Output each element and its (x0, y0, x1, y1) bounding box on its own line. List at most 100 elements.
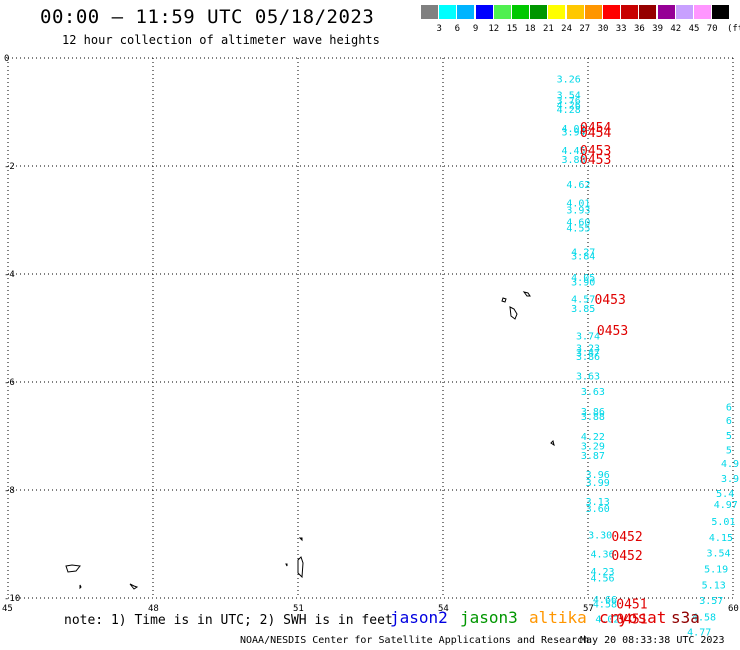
pass-time-label: 0451 (616, 613, 647, 628)
wave-height-label: 4.26 (557, 100, 581, 111)
scale-swatch (493, 5, 511, 19)
scale-label: 9 (472, 24, 479, 34)
land-outlines (65, 291, 555, 590)
wave-height-label: 3.74 (576, 332, 600, 343)
wave-height-label: 3.86 (581, 407, 605, 418)
pass-time-label: 0452 (611, 530, 642, 545)
scale-label: 15 (506, 24, 518, 34)
y-tick-label: -8 (4, 486, 15, 496)
wave-height-label: 4.58 (692, 612, 716, 623)
scale-swatch (439, 5, 457, 19)
comoros-island (297, 556, 304, 579)
wave-height-label: 3.54 (707, 549, 731, 560)
scale-swatch (530, 5, 548, 19)
pass-time-label: 0454 (580, 121, 611, 136)
madagascar-coast (79, 584, 82, 590)
wave-height-label: 4.23 (591, 567, 615, 578)
pass-time-label: 0453 (595, 293, 626, 308)
wave-height-label: 3.96 (586, 470, 610, 481)
scale-label: 45 (688, 24, 700, 34)
scale-label: 12 (488, 24, 500, 34)
wave-height-label: 3.88 (581, 412, 605, 423)
wave-height-label: 3.29 (581, 442, 605, 453)
wave-height-label: 5 (726, 446, 732, 457)
pass-time-label: 0451 (616, 597, 647, 612)
wave-height-label: 5.01 (711, 517, 735, 528)
mission-s3a: s3a (671, 608, 700, 627)
y-tick-label: -4 (4, 270, 15, 280)
seychelles-island (522, 291, 531, 297)
wave-height-label: 4.57 (571, 294, 595, 305)
scale-label: 42 (670, 24, 682, 34)
wave-height-label: 6 (726, 402, 732, 413)
pass-time-label: 0453 (580, 144, 611, 159)
wave-height-label: 4.97 (714, 500, 738, 511)
mission-altika: altika (529, 608, 587, 627)
wave-height-label: 4.77 (687, 627, 711, 638)
wave-height-label: 4.02 (595, 615, 619, 626)
wave-height-label: 4.27 (571, 247, 595, 258)
wave-height-label: 3.26 (557, 75, 581, 86)
scale-label: 27 (579, 24, 591, 34)
seychelles-island (550, 440, 555, 447)
wave-height-label: 4.15 (709, 533, 733, 544)
wave-height-label: 5.13 (702, 581, 726, 592)
scale-label: 24 (561, 24, 573, 34)
scale-swatch (603, 5, 620, 19)
scale-swatch (639, 5, 657, 19)
x-tick-label: 54 (438, 604, 449, 614)
wave-height-label: 3.88 (562, 155, 586, 166)
y-tick-label: -2 (4, 162, 15, 172)
wave-height-label: 3.76 (557, 96, 581, 107)
wave-height-label: 4.28 (557, 105, 581, 116)
footnote: note: 1) Time is in UTC; 2) SWH is in fe… (64, 613, 393, 628)
scale-swatch (675, 5, 693, 19)
scale-swatch (457, 5, 475, 19)
wave-height-label: 4.36 (591, 550, 615, 561)
scale-swatch (512, 5, 529, 19)
wave-height-label: 6 (726, 416, 732, 427)
wave-height-label: 4.01 (566, 199, 590, 210)
scale-swatch (584, 5, 602, 19)
x-tick-label: 45 (2, 604, 13, 614)
mission-cryosat: cryosat (599, 608, 667, 627)
scale-label: 33 (615, 24, 627, 34)
wave-height-label: 4.03 (562, 124, 586, 135)
madagascar-coast (65, 564, 81, 573)
wave-height-label: 4.22 (581, 432, 605, 443)
wave-height-label: 3.93 (566, 206, 590, 217)
wave-height-label: 4.62 (566, 180, 590, 191)
scale-swatch (548, 5, 566, 19)
scale-label: 30 (597, 24, 609, 34)
x-tick-label: 60 (728, 604, 739, 614)
wave-height-label: 3.54 (557, 91, 581, 102)
scale-label: 6 (454, 24, 461, 34)
wave-height-label: 4.56 (591, 573, 615, 584)
wave-height-label: 3.84 (571, 252, 595, 263)
wave-height-label: 4.58 (593, 599, 617, 610)
pass-time-label: 0453 (597, 324, 628, 339)
wave-height-label: 3.23 (576, 343, 600, 354)
wave-height-label: 3.85 (571, 304, 595, 315)
wave-height-label: 3.9 (721, 474, 739, 485)
scale-swatch (566, 5, 584, 19)
wave-height-label: 4.60 (566, 218, 590, 229)
scale-swatch (475, 5, 493, 19)
wave-height-label: 5.19 (704, 564, 728, 575)
scale-unit: (ft) (727, 24, 740, 34)
wave-height-label: 3.60 (586, 504, 610, 515)
wave-height-label: 3.99 (586, 478, 610, 489)
wave-height-label: 3.87 (581, 451, 605, 462)
x-tick-label: 57 (583, 604, 594, 614)
y-tick-label: -10 (4, 594, 20, 604)
map-title: 00:00 – 11:59 UTC 05/18/2023 (40, 6, 375, 28)
wave-height-label: 3.63 (581, 387, 605, 398)
wave-height-label: 3.86 (576, 352, 600, 363)
pass-time-label: 0453 (580, 153, 611, 168)
wave-height-label: 4.55 (566, 224, 590, 235)
pass-time-label: 0452 (611, 549, 642, 564)
wave-height-label: 5 (726, 431, 732, 442)
comoros-island (285, 563, 288, 567)
scale-swatch (621, 5, 639, 19)
